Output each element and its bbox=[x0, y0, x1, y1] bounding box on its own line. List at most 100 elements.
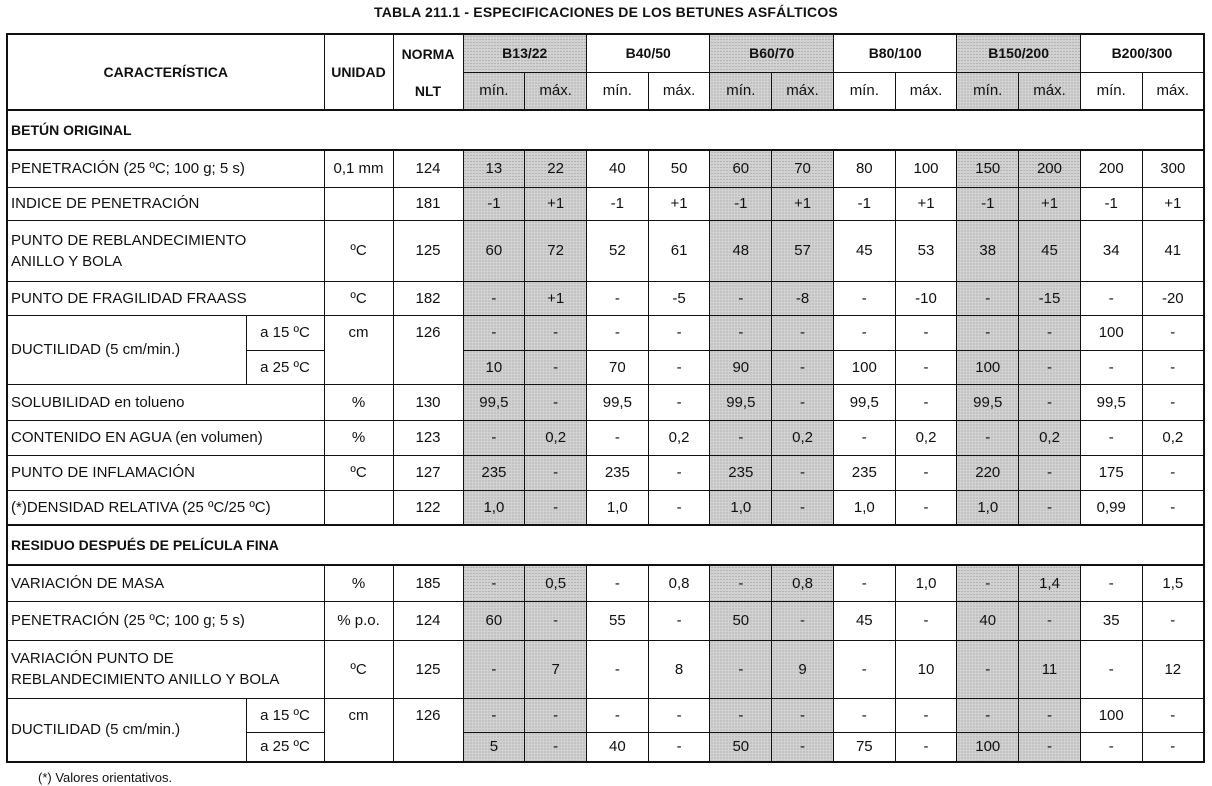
value-cell: 7 bbox=[524, 639, 587, 699]
max-header: máx. bbox=[1141, 71, 1205, 111]
value-cell: 99,5 bbox=[832, 383, 896, 421]
value-cell: - bbox=[894, 600, 958, 641]
value-cell: - bbox=[771, 731, 834, 763]
row-label: VARIACIÓN PUNTO DE REBLANDECIMIENTO ANIL… bbox=[6, 639, 325, 699]
value-cell: - bbox=[832, 564, 896, 602]
value-cell: 50 bbox=[709, 731, 773, 763]
value-cell: - bbox=[585, 697, 649, 733]
table-row: PUNTO DE REBLANDECIMIENTO ANILLO Y BOLA º… bbox=[6, 219, 1205, 282]
value-cell: 235 bbox=[832, 454, 896, 491]
value-cell: 53 bbox=[894, 219, 958, 282]
unit: % bbox=[323, 419, 394, 456]
value-cell: - bbox=[894, 383, 958, 421]
max-header: máx. bbox=[771, 71, 834, 111]
value-cell: 200 bbox=[1018, 149, 1081, 188]
header-row: CARACTERÍSTICA UNIDAD NORMA B13/22 B40/50 B60… bbox=[6, 33, 1205, 111]
value-cell: - bbox=[832, 280, 896, 316]
value-cell: 61 bbox=[647, 219, 711, 282]
value-cell: - bbox=[1018, 731, 1081, 763]
value-cell: -1 bbox=[1079, 186, 1143, 221]
value-cell: -1 bbox=[709, 186, 773, 221]
value-cell: 45 bbox=[832, 219, 896, 282]
value-cell: -10 bbox=[894, 280, 958, 316]
header-cell: CARACTERÍSTICA bbox=[6, 33, 325, 111]
value-cell: - bbox=[462, 419, 526, 456]
row-label: PENETRACIÓN (25 ºC; 100 g; 5 s) bbox=[6, 149, 325, 188]
header-cell: UNIDAD bbox=[323, 33, 394, 111]
value-cell: - bbox=[1079, 349, 1143, 385]
unit: cm bbox=[323, 314, 394, 385]
value-cell: 10 bbox=[894, 639, 958, 699]
value-cell: - bbox=[524, 600, 587, 641]
value-cell: 1,0 bbox=[894, 564, 958, 602]
value-cell: - bbox=[1141, 314, 1205, 351]
value-cell: - bbox=[771, 489, 834, 526]
value-cell: 48 bbox=[709, 219, 773, 282]
condition: a 25 ºC bbox=[245, 731, 325, 763]
value-cell: - bbox=[956, 697, 1020, 733]
value-cell: - bbox=[524, 314, 587, 351]
value-cell: 40 bbox=[585, 149, 649, 188]
value-cell: - bbox=[1141, 600, 1205, 641]
value-cell: 38 bbox=[956, 219, 1020, 282]
section-row: RESIDUO DESPUÉS DE PELÍCULA FINA bbox=[6, 524, 1205, 566]
value-cell: - bbox=[1018, 697, 1081, 733]
value-cell: - bbox=[585, 280, 649, 316]
value-cell: -5 bbox=[647, 280, 711, 316]
value-cell: - bbox=[1141, 383, 1205, 421]
row-label: PUNTO DE REBLANDECIMIENTO ANILLO Y BOLA bbox=[6, 219, 325, 282]
value-cell: 5 bbox=[462, 731, 526, 763]
grade-header: B200/300 bbox=[1079, 33, 1205, 73]
value-cell: 50 bbox=[647, 149, 711, 188]
value-cell: - bbox=[894, 489, 958, 526]
value-cell: 41 bbox=[1141, 219, 1205, 282]
value-cell: -1 bbox=[585, 186, 649, 221]
max-header: máx. bbox=[1018, 71, 1081, 111]
value-cell: 220 bbox=[956, 454, 1020, 491]
table-row: PENETRACIÓN (25 ºC; 100 g; 5 s)% p.o. 124… bbox=[6, 600, 1205, 641]
condition: a 15 ºC bbox=[245, 314, 325, 351]
value-cell: - bbox=[647, 731, 711, 763]
row-label: VARIACIÓN DE MASA bbox=[6, 564, 325, 602]
value-cell: - bbox=[894, 454, 958, 491]
value-cell: 100 bbox=[1079, 314, 1143, 351]
value-cell: -15 bbox=[1018, 280, 1081, 316]
table-row: (*)DENSIDAD RELATIVA (25 ºC/25 ºC) 122 1,0… bbox=[6, 489, 1205, 526]
value-cell: 100 bbox=[894, 149, 958, 188]
min-header: mín. bbox=[462, 71, 526, 111]
value-cell: - bbox=[647, 383, 711, 421]
value-cell: - bbox=[1079, 280, 1143, 316]
table-row: SOLUBILIDAD en tolueno% 130 99,5-99,5-99,5… bbox=[6, 383, 1205, 421]
header-cell: NORMA bbox=[392, 33, 464, 72]
value-cell: 99,5 bbox=[462, 383, 526, 421]
norma: 185 bbox=[392, 564, 464, 602]
value-cell: - bbox=[462, 314, 526, 351]
table-row: VARIACIÓN PUNTO DE REBLANDECIMIENTO ANIL… bbox=[6, 639, 1205, 699]
norma: 125 bbox=[392, 219, 464, 282]
value-cell: 0,2 bbox=[771, 419, 834, 456]
value-cell: 200 bbox=[1079, 149, 1143, 188]
value-cell: 0,2 bbox=[1018, 419, 1081, 456]
value-cell: +1 bbox=[524, 280, 587, 316]
grade-header: B80/100 bbox=[832, 33, 958, 73]
value-cell: 35 bbox=[1079, 600, 1143, 641]
table-row: INDICE DE PENETRACIÓN 181 -1 +1 -1 +1 -1 +1 -1 +1… bbox=[6, 186, 1205, 221]
condition: a 25 ºC bbox=[245, 349, 325, 385]
table-title: TABLA 211.1 - ESPECIFICACIONES DE LOS BE… bbox=[374, 4, 838, 20]
value-cell: - bbox=[956, 564, 1020, 602]
value-cell: - bbox=[771, 314, 834, 351]
value-cell: 10 bbox=[462, 349, 526, 385]
value-cell: - bbox=[1018, 600, 1081, 641]
value-cell: - bbox=[709, 419, 773, 456]
value-cell: - bbox=[647, 314, 711, 351]
value-cell: - bbox=[462, 639, 526, 699]
value-cell: 0,2 bbox=[1141, 419, 1205, 456]
value-cell: - bbox=[832, 419, 896, 456]
value-cell: 22 bbox=[524, 149, 587, 188]
value-cell: +1 bbox=[894, 186, 958, 221]
value-cell: -8 bbox=[771, 280, 834, 316]
value-cell: 60 bbox=[462, 219, 526, 282]
table-row: VARIACIÓN DE MASA% 185-0,5-0,8-0,8-1,0-1,… bbox=[6, 564, 1205, 602]
value-cell: 99,5 bbox=[956, 383, 1020, 421]
